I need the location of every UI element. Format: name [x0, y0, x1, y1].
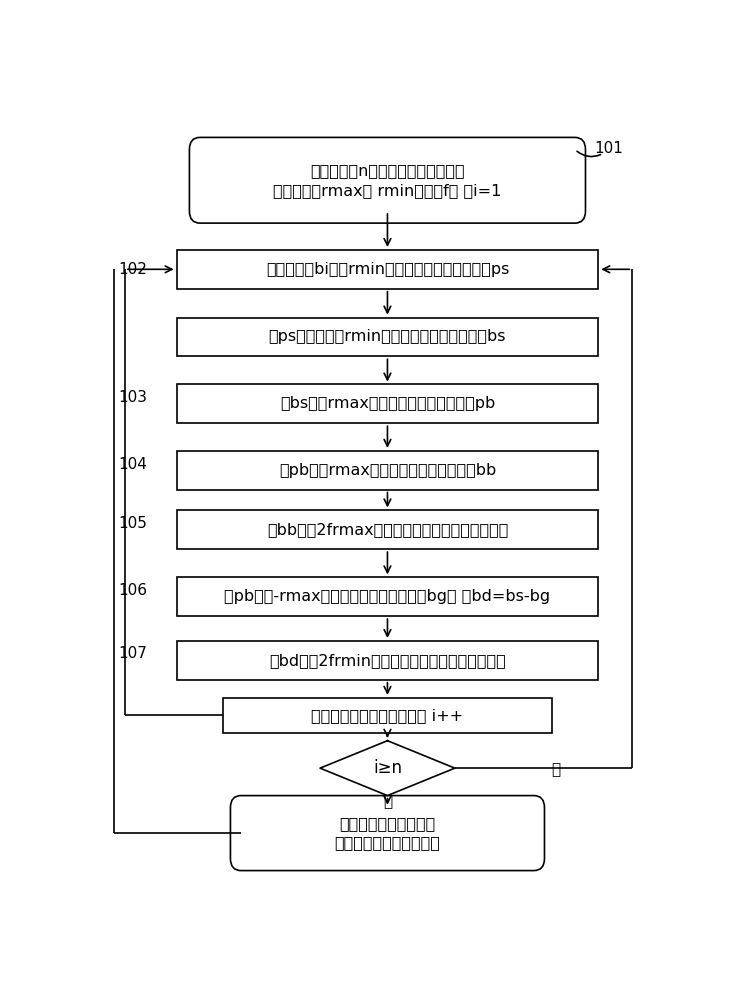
Text: i≥n: i≥n: [373, 759, 402, 777]
Text: 对pb偏置-rmax得到大光斑扫描后内边界bg， 令bd=bs-bg: 对pb偏置-rmax得到大光斑扫描后内边界bg， 令bd=bs-bg: [225, 589, 550, 604]
Polygon shape: [320, 741, 455, 796]
Bar: [177, 451, 599, 490]
Bar: [177, 577, 599, 616]
Bar: [223, 698, 551, 733]
Bar: [177, 250, 599, 289]
Text: 在bd内以2frmin为间距生成小光斑平行扫描路径: 在bd内以2frmin为间距生成小光斑平行扫描路径: [269, 653, 506, 668]
Text: 是: 是: [383, 794, 392, 809]
Text: 连接所有大、小光斑路径； i++: 连接所有大、小光斑路径； i++: [311, 708, 463, 723]
Bar: [177, 318, 599, 356]
Text: 103: 103: [118, 390, 147, 405]
Text: 104: 104: [118, 457, 147, 472]
Text: 对轮廓边界bi偏置rmin得到小光斑轮廓扫描路径ps: 对轮廓边界bi偏置rmin得到小光斑轮廓扫描路径ps: [266, 262, 509, 277]
Text: 对ps进一步偏置rmin得到小光斑扫描后内边界bs: 对ps进一步偏置rmin得到小光斑扫描后内边界bs: [268, 329, 507, 344]
Text: 对pb偏置rmax得到大光斑扫描后内边界bb: 对pb偏置rmax得到大光斑扫描后内边界bb: [279, 463, 496, 478]
Text: 102: 102: [118, 262, 147, 277]
Text: 106: 106: [118, 583, 147, 598]
Text: 对bs偏置rmax得到大光斑轮廓扫描路径pb: 对bs偏置rmax得到大光斑轮廓扫描路径pb: [280, 396, 495, 411]
Text: 在bb内以2frmax为间距生成大光斑平行扫描路径: 在bb内以2frmax为间距生成大光斑平行扫描路径: [267, 522, 508, 537]
Text: 否: 否: [552, 762, 561, 777]
FancyBboxPatch shape: [231, 796, 544, 871]
Text: 105: 105: [118, 516, 147, 531]
Text: 101: 101: [594, 141, 624, 156]
Bar: [177, 384, 599, 423]
FancyBboxPatch shape: [190, 137, 585, 223]
Text: 输出：一个包含了内外
轮廓多边形的统一多边形: 输出：一个包含了内外 轮廓多边形的统一多边形: [334, 816, 441, 850]
Bar: [177, 641, 599, 680]
Bar: [177, 510, 599, 549]
Text: 输入：模型n层切片文件，最大、最
小光斑半径rmax、 rmin，参数f； 令i=1: 输入：模型n层切片文件，最大、最 小光斑半径rmax、 rmin，参数f； 令i…: [273, 163, 502, 198]
Text: 107: 107: [118, 646, 147, 661]
